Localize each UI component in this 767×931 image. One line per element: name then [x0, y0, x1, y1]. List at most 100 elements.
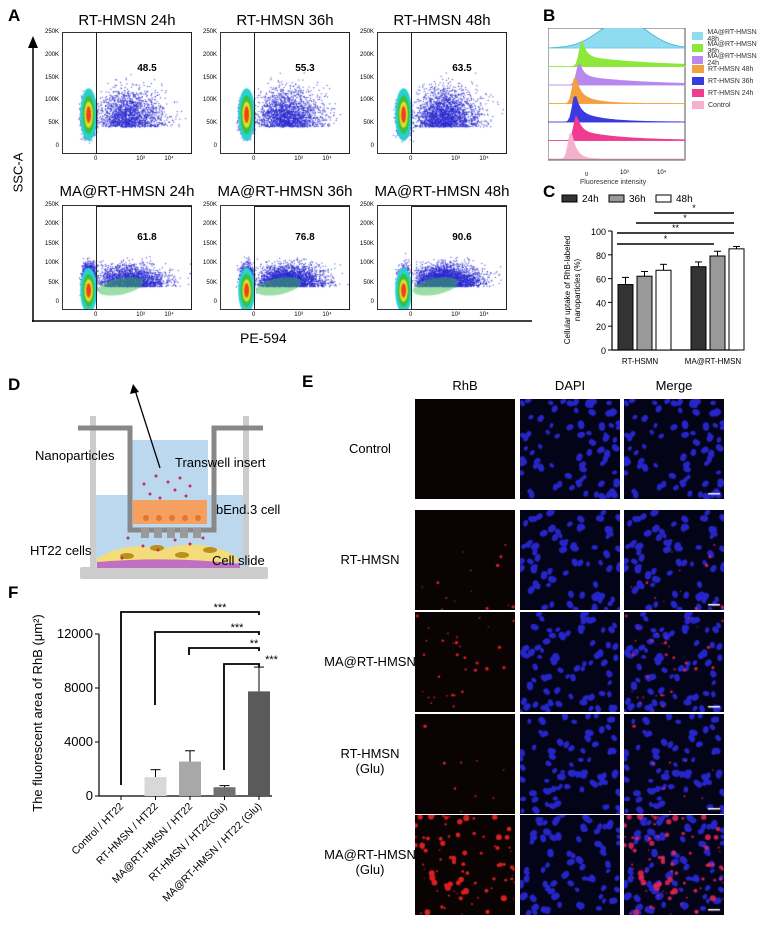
x-tick-label: 0 — [94, 156, 98, 162]
panel-label-b: B — [543, 6, 556, 25]
y-tick-label: 0 — [213, 299, 217, 305]
histogram-trace — [548, 96, 686, 123]
label-transwell-insert: Transwell insert — [175, 455, 266, 470]
y-tick-label: 50K — [206, 120, 217, 127]
y-tick-label: 100K — [44, 260, 59, 267]
legend-swatch — [692, 89, 704, 97]
flow-plot: 61.8 — [62, 205, 192, 310]
b-xtick: 10⁴ — [657, 170, 667, 176]
label-nanoparticles: Nanoparticles — [35, 448, 115, 463]
row-label-line: RT-HMSN — [340, 552, 400, 567]
row-label-line: (Glu) — [355, 761, 385, 776]
bar — [709, 255, 726, 351]
legend-label: RT-HMSN 36h — [708, 77, 754, 85]
y-tick-label: 250K — [44, 202, 59, 208]
flow-plot-title: MA@RT-HMSN 36h — [217, 183, 353, 200]
y-tick-label: 20 — [596, 322, 606, 332]
gate-box — [254, 206, 350, 310]
x-tick-label: 10³ — [451, 156, 460, 162]
micrograph-rhb — [415, 815, 515, 915]
flow-plot-title: MA@RT-HMSN 48h — [374, 183, 510, 200]
y-tick-label: 200K — [202, 51, 217, 58]
significance-bracket — [188, 647, 260, 655]
bar — [636, 275, 653, 351]
micrograph-rhb — [415, 510, 515, 610]
label-cell-slide: Cell slide — [212, 553, 265, 568]
y-tick-label: 12000 — [57, 626, 93, 641]
legend-item: RT-HMSN 48h — [692, 65, 753, 73]
y-tick-label: 150K — [44, 74, 59, 81]
legend-swatch — [655, 194, 672, 203]
y-tick-label: 150K — [44, 240, 59, 247]
y-tick-label: 0 — [370, 143, 374, 149]
flow-plot-title: RT-HMSN 48h — [393, 12, 491, 29]
significance-label: *** — [231, 622, 245, 634]
micrograph-dapi — [520, 714, 620, 814]
legend-swatch — [692, 32, 704, 40]
legend-item: RT-HMSN 24h — [692, 89, 753, 97]
significance-bracket — [223, 663, 260, 770]
flow-plot: 76.8 — [220, 205, 350, 310]
bar — [655, 269, 672, 351]
y-tick-label: 0 — [86, 788, 93, 803]
label-bend3-cell: bEnd.3 cell — [216, 502, 281, 517]
micrograph-merge — [624, 612, 724, 712]
y-tick-label: 0 — [55, 299, 59, 305]
flow-plot: 63.5 — [377, 32, 507, 154]
x-tick-label: 0 — [252, 156, 256, 162]
micrograph-dapi — [520, 510, 620, 610]
row-label: Control — [315, 441, 425, 456]
bar — [690, 266, 707, 351]
histogram-trace — [548, 28, 686, 49]
gate-box — [254, 32, 350, 154]
x-tick-label: 10³ — [294, 312, 303, 318]
micrograph-merge — [624, 399, 724, 499]
legend-swatch — [692, 56, 704, 64]
gate-percentage: 48.5 — [137, 63, 157, 74]
y-tick-label: 200K — [202, 221, 217, 228]
x-tick-label: 10⁴ — [479, 312, 489, 318]
x-tick-label: 10³ — [136, 312, 145, 318]
micrograph-dapi — [520, 815, 620, 915]
significance-label: *** — [214, 602, 228, 614]
legend-item: RT-HMSN 36h — [692, 77, 753, 85]
y-tick-label: 100K — [359, 260, 374, 267]
row-label-line: MA@RT-HMSN — [324, 654, 416, 669]
x-tick-label: 0 — [94, 312, 98, 318]
gate-box — [96, 206, 192, 310]
bar — [213, 787, 236, 796]
x-tick-label: RT-HSMN — [622, 357, 659, 366]
legend-item: MA@RT-HMSN 24h — [692, 53, 767, 67]
micrograph-rhb — [415, 612, 515, 712]
x-tick-label: 10³ — [451, 312, 460, 318]
y-tick-label: 50K — [363, 120, 374, 127]
transwell-diagram — [78, 384, 268, 579]
gate-percentage: 63.5 — [452, 63, 472, 74]
legend-swatch — [692, 44, 704, 52]
panel-a-axes — [28, 36, 532, 322]
bar — [179, 761, 201, 796]
y-tick-label: 0 — [370, 299, 374, 305]
legend-item: Control — [692, 101, 731, 109]
row-label-line: (Glu) — [355, 862, 385, 877]
y-tick-label: 150K — [359, 240, 374, 247]
panel-label-e: E — [302, 372, 314, 391]
micrograph-merge — [624, 714, 724, 814]
row-label: RT-HMSN (Glu) — [315, 746, 425, 776]
y-tick-label: 200K — [359, 221, 374, 228]
y-tick-label: 4000 — [64, 734, 93, 749]
x-tick-label: 10³ — [294, 156, 303, 162]
gate-percentage: 55.3 — [295, 63, 315, 74]
panel-a-xlabel: PE-594 — [240, 330, 287, 346]
histogram-trace — [548, 63, 686, 86]
y-axis-label: Cellular uptake of RhB-labelednanopartic… — [563, 236, 582, 345]
column-header: DAPI — [554, 378, 586, 393]
legend-label: MA@RT-HMSN 36h — [707, 41, 757, 55]
legend-label: MA@RT-HMSN 48h — [707, 29, 757, 43]
gate-box — [411, 206, 507, 310]
row-label: RT-HMSN — [315, 552, 425, 567]
x-tick-label: 10⁴ — [479, 156, 489, 162]
row-label: MA@RT-HMSN — [315, 654, 425, 669]
